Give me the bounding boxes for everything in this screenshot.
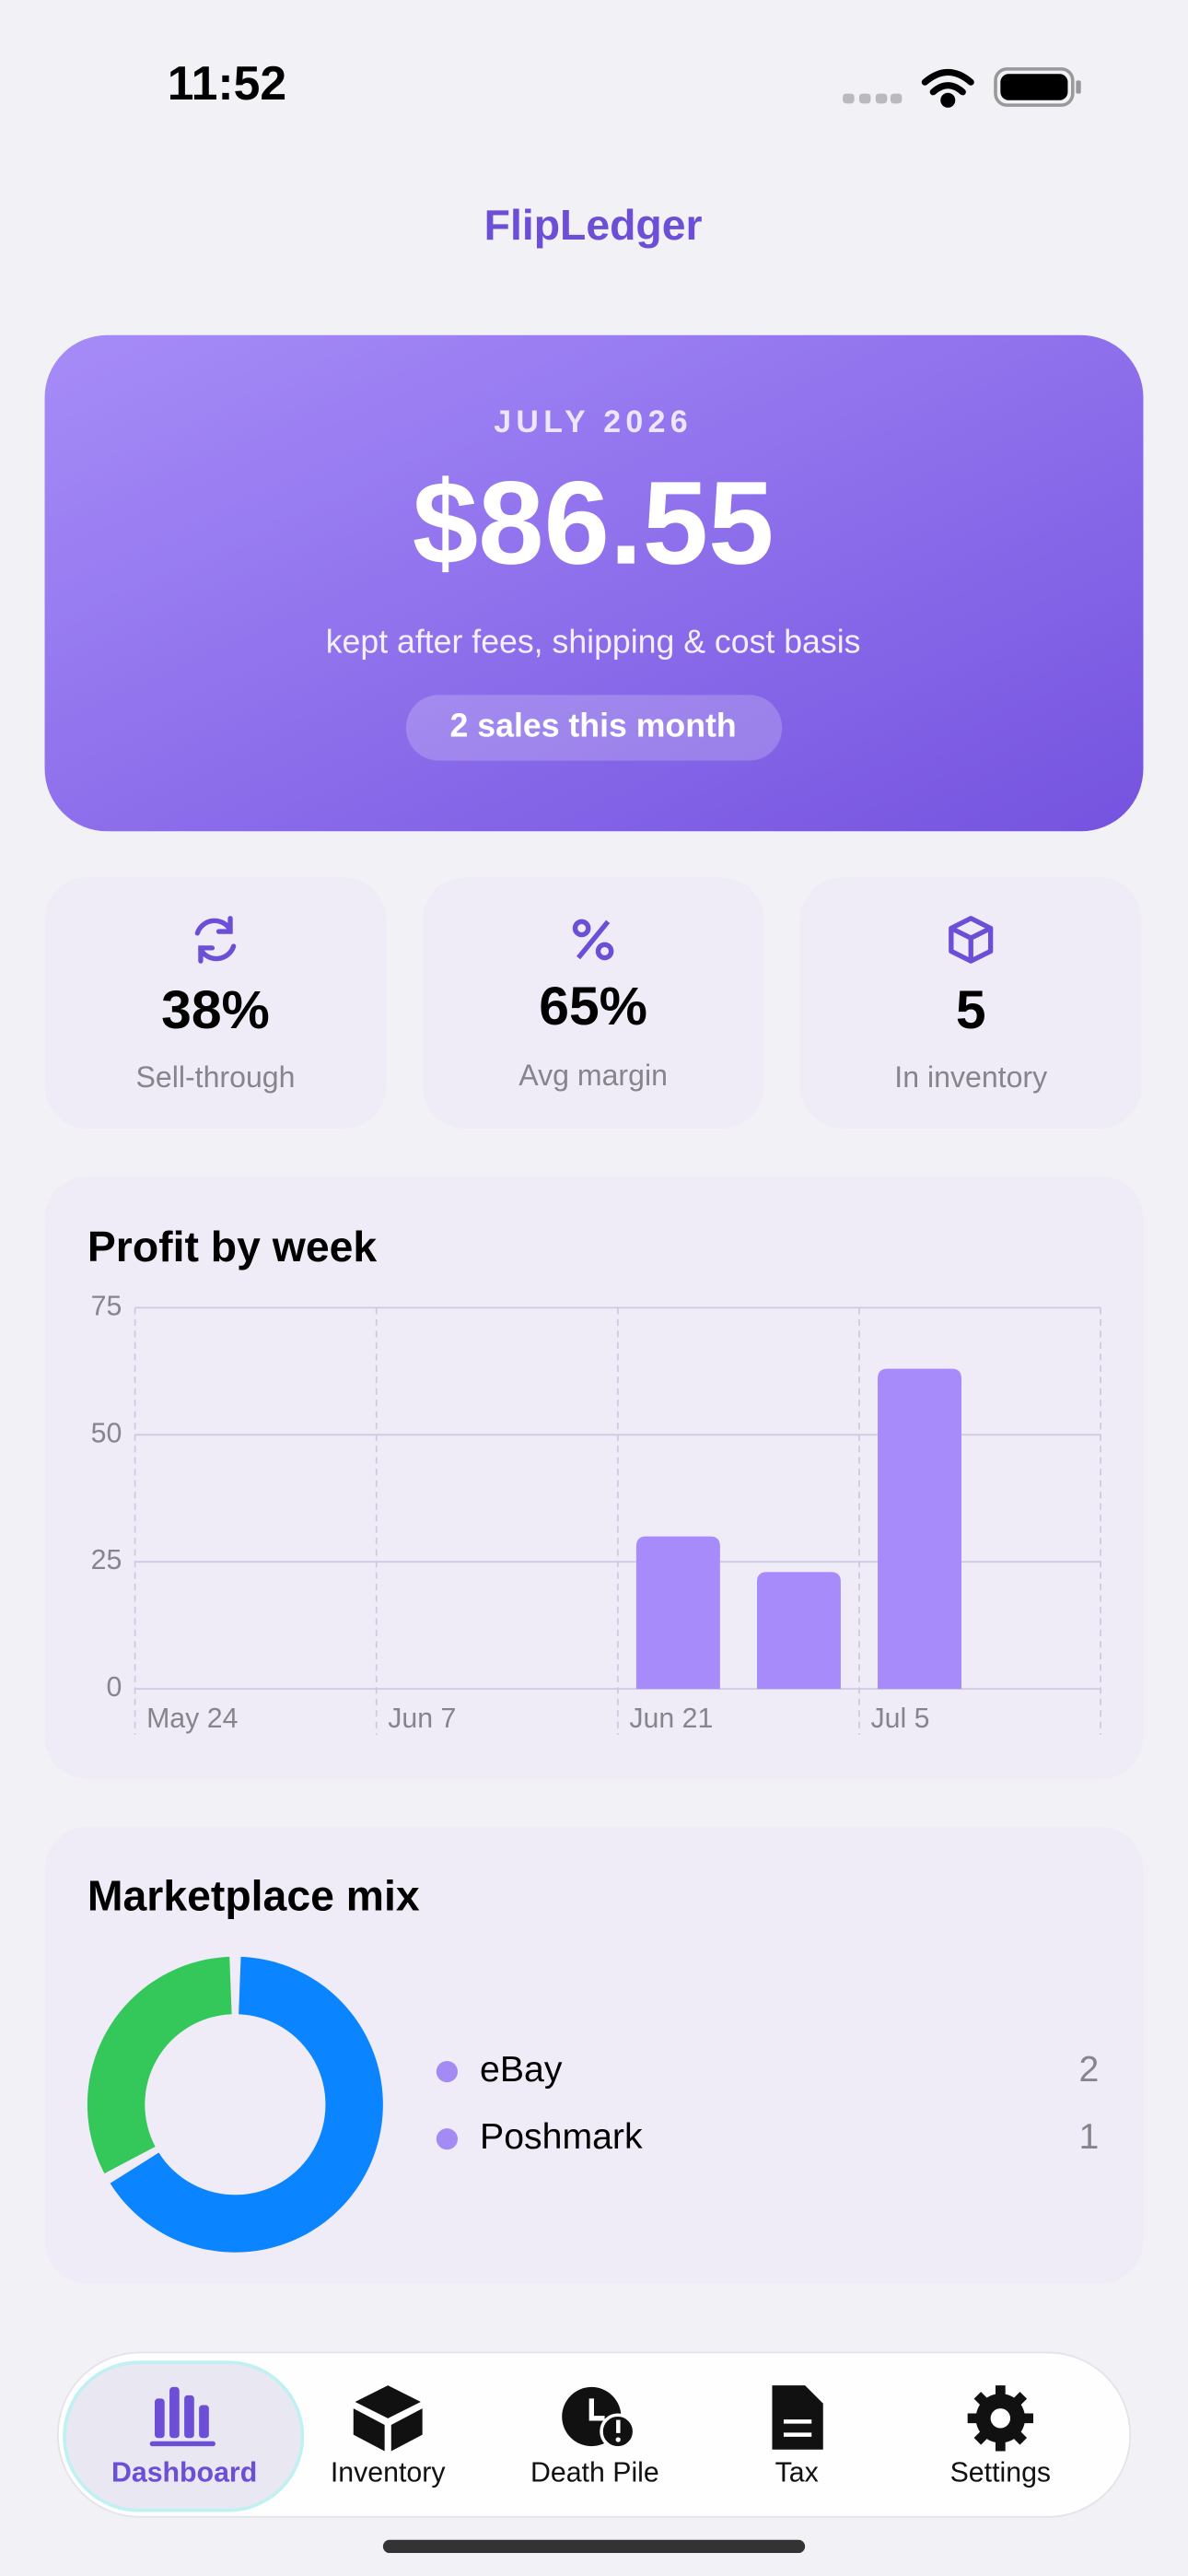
tab-icon-dashboard: [149, 2386, 215, 2447]
stat-value: 38%: [161, 980, 270, 1040]
bar: [635, 1536, 720, 1690]
legend-dot: [436, 2060, 458, 2083]
tab-labels: Dashboard Inventory Death Pile Tax Settings: [111, 2457, 1051, 2488]
x-tick-label: Jun 7: [388, 1704, 456, 1734]
bar-chart: 0 25 50 75 May 24 Jun 7 Jun 21 Jul 5: [91, 1291, 1101, 1736]
tab-icon-tax: [772, 2385, 823, 2450]
tab-label[interactable]: Settings: [950, 2457, 1051, 2488]
status-time: 11:52: [168, 56, 286, 110]
tab-label[interactable]: Inventory: [331, 2457, 446, 2488]
bar: [756, 1572, 841, 1690]
chart-title: Marketplace mix: [87, 1872, 420, 1920]
y-tick-label: 75: [91, 1291, 122, 1321]
x-tick-label: Jun 21: [629, 1704, 713, 1734]
battery-icon: [994, 67, 1081, 107]
percent-icon: [572, 919, 614, 961]
legend-value: 1: [1079, 2116, 1100, 2157]
legend-label: Poshmark: [480, 2116, 643, 2157]
y-tick-label: 25: [91, 1545, 122, 1575]
legend-dot: [436, 2128, 458, 2150]
signal-icon: [843, 93, 903, 104]
tab-label[interactable]: Dashboard: [111, 2457, 257, 2488]
stat-card: [799, 877, 1142, 1130]
stat-value: 5: [956, 980, 986, 1040]
x-tick-label: May 24: [146, 1704, 238, 1734]
summary-card: [44, 334, 1144, 832]
sync-icon: [194, 916, 237, 964]
summary-badge: [405, 695, 783, 761]
bar: [878, 1368, 961, 1690]
y-tick-label: 0: [106, 1672, 122, 1703]
chart-title: Profit by week: [87, 1223, 378, 1270]
legend-label: eBay: [480, 2049, 563, 2090]
stat-label: In inventory: [894, 1060, 1047, 1094]
donut-slice: [87, 1956, 232, 2174]
legend-value: 2: [1079, 2049, 1100, 2090]
tab-label[interactable]: Death Pile: [530, 2457, 659, 2488]
stat-value: 65%: [539, 977, 647, 1036]
donut-slice: [110, 1956, 383, 2253]
summary-caption: kept after fees, shipping & cost basis: [326, 623, 861, 660]
summary-amount: $86.55: [413, 458, 775, 590]
tab-label[interactable]: Tax: [775, 2457, 819, 2488]
box-icon: [949, 916, 994, 964]
stat-card: [44, 877, 387, 1130]
stat-label: Sell-through: [135, 1060, 295, 1094]
summary-period: JULY 2026: [494, 404, 693, 439]
donut-chart: eBay 2 Poshmark 1: [87, 1956, 1100, 2253]
y-tick-label: 50: [91, 1418, 122, 1448]
x-tick-label: Jul 5: [870, 1704, 929, 1734]
app-title: FlipLedger: [484, 201, 703, 249]
tab-icon-settings: [967, 2385, 1033, 2452]
chart-card: [44, 1176, 1144, 1780]
summary-badge-text: 2 sales this month: [450, 707, 737, 744]
stat-label: Avg margin: [518, 1059, 668, 1092]
tab-icon-death-pile: [562, 2386, 636, 2450]
wifi-icon: [921, 68, 974, 108]
home-indicator: [382, 2539, 806, 2554]
stat-card: [422, 877, 764, 1130]
tab-active-bg: [63, 2360, 305, 2512]
